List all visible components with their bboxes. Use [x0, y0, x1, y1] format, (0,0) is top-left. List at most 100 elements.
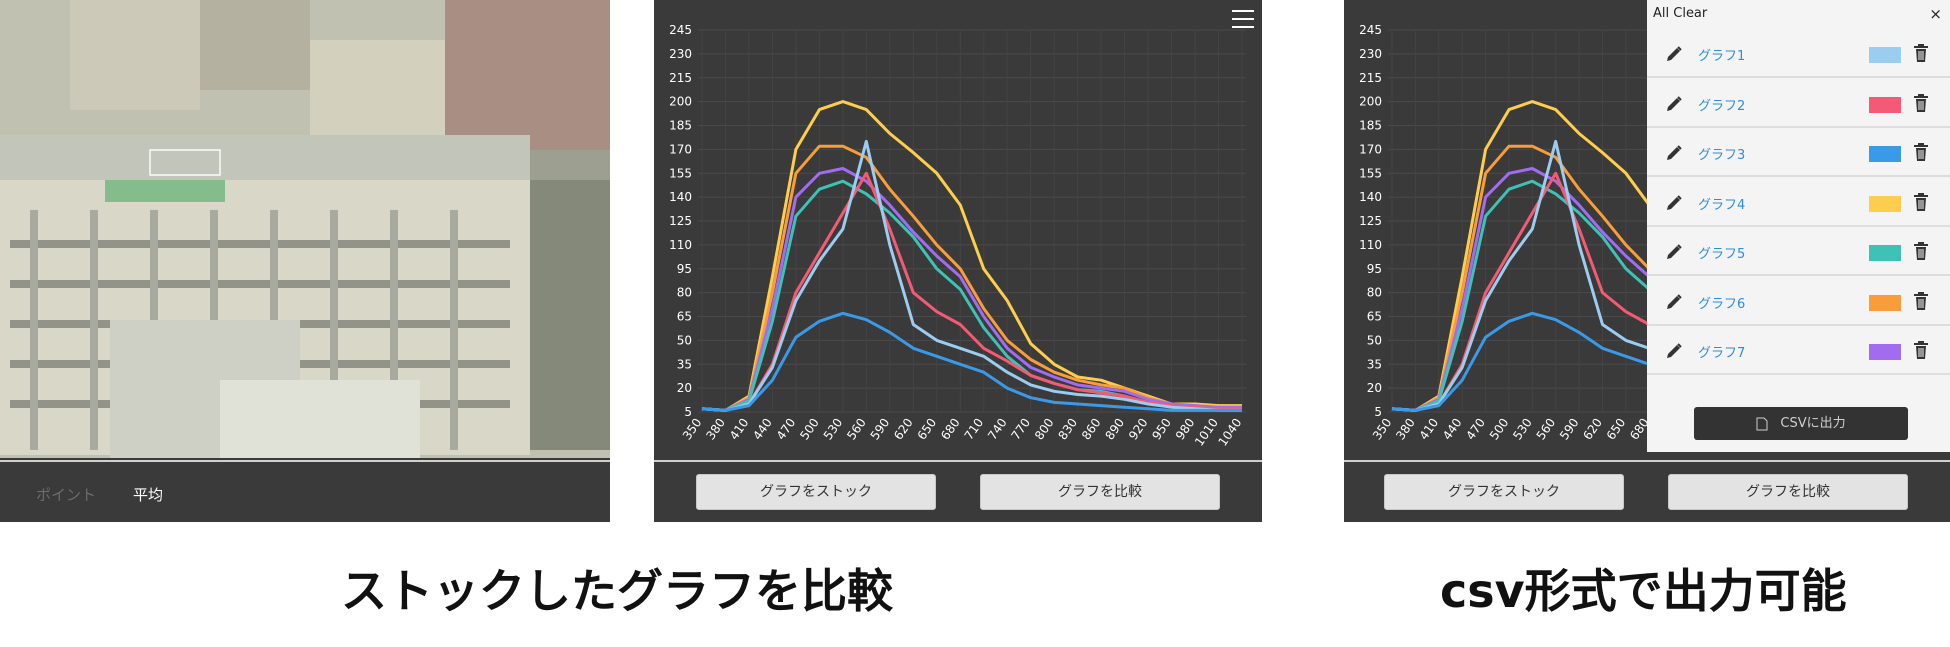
all-clear-button[interactable]: All Clear: [1653, 6, 1708, 21]
y-tick-label: 170: [1359, 142, 1382, 156]
stock-item-name[interactable]: グラフ6: [1698, 296, 1746, 312]
drawer-header: All Clear ×: [1647, 0, 1950, 30]
csv-export-button[interactable]: CSVに出力: [1694, 407, 1908, 440]
compare-graph-button[interactable]: グラフを比較: [1668, 474, 1908, 510]
y-tick-label: 140: [1359, 190, 1382, 204]
y-tick-label: 170: [669, 142, 692, 156]
y-tick-label: 80: [1367, 286, 1382, 300]
trash-icon[interactable]: [1912, 241, 1930, 261]
color-swatch[interactable]: [1869, 245, 1901, 261]
pencil-icon[interactable]: [1664, 242, 1684, 262]
hamburger-menu-icon[interactable]: [1232, 10, 1254, 30]
tab-point[interactable]: ポイント: [36, 486, 97, 504]
trash-icon[interactable]: [1912, 93, 1930, 113]
x-tick-label: 590: [1557, 416, 1582, 443]
y-tick-label: 50: [1367, 333, 1382, 347]
x-tick-label: 560: [1534, 416, 1559, 443]
x-tick-label: 440: [1440, 416, 1465, 443]
series-line: [701, 139, 1242, 412]
y-tick-label: 65: [677, 310, 692, 324]
stock-list-item: グラフ6: [1647, 278, 1950, 326]
stock-item-name[interactable]: グラフ4: [1698, 197, 1746, 213]
y-tick-label: 155: [1359, 166, 1382, 180]
x-tick-label: 890: [1102, 416, 1127, 443]
pencil-icon[interactable]: [1664, 193, 1684, 213]
color-swatch[interactable]: [1869, 146, 1901, 162]
photo-mode-bar: ポイント 平均: [0, 460, 610, 522]
color-swatch[interactable]: [1869, 96, 1901, 113]
stock-list-drawer: All Clear × グラフ1 グラフ2 グラフ3 グラフ4 グラフ5 グラフ6 グラフ7…: [1647, 0, 1950, 452]
trash-icon[interactable]: [1912, 43, 1930, 63]
y-tick-label: 185: [669, 119, 692, 133]
x-tick-label: 1040: [1215, 416, 1244, 449]
y-tick-label: 230: [669, 47, 692, 61]
x-tick-label: 650: [1604, 416, 1629, 443]
close-icon[interactable]: ×: [1929, 5, 1942, 23]
compare-panel: 5 20 35 50 65 80 95 110 125 140 155 170 185 200 215 230…: [1344, 0, 1950, 522]
x-tick-label: 560: [844, 416, 869, 443]
stock-graph-button[interactable]: グラフをストック: [696, 474, 936, 510]
x-tick-label: 830: [1056, 416, 1081, 443]
stock-item-name[interactable]: グラフ7: [1698, 346, 1746, 361]
x-tick-label: 350: [680, 416, 705, 443]
x-tick-label: 470: [774, 416, 799, 443]
y-tick-label: 125: [1359, 214, 1382, 228]
stock-item-name[interactable]: グラフ2: [1698, 98, 1746, 114]
color-swatch[interactable]: [1869, 47, 1901, 63]
color-swatch[interactable]: [1869, 195, 1901, 212]
stock-item-name[interactable]: グラフ5: [1698, 247, 1746, 262]
color-swatch[interactable]: [1869, 344, 1901, 360]
document-icon: [1756, 417, 1768, 430]
x-tick-label: 350: [1370, 416, 1395, 443]
stock-list-item: グラフ5: [1647, 228, 1950, 276]
y-tick-label: 110: [1359, 238, 1382, 252]
chart-panel: 5 20 35 50 65 80 95 110 125 140 155 170 185 200 215 230…: [654, 0, 1262, 522]
y-tick-label: 20: [677, 381, 692, 395]
y-tick-label: 230: [1359, 47, 1382, 61]
y-tick-label: 95: [1367, 262, 1382, 276]
stock-item-name[interactable]: グラフ3: [1698, 148, 1746, 163]
spectrum-chart: 5 20 35 50 65 80 95 110 125 140 155 170 185 200 215 230…: [669, 23, 1246, 449]
x-tick-label: 620: [891, 416, 916, 443]
x-tick-label: 500: [1487, 416, 1512, 443]
x-tick-label: 530: [821, 416, 846, 443]
stock-item-name[interactable]: グラフ1: [1698, 49, 1746, 64]
color-swatch[interactable]: [1869, 294, 1901, 311]
pencil-icon[interactable]: [1664, 44, 1684, 64]
pencil-icon[interactable]: [1664, 94, 1684, 114]
camera-photo[interactable]: [0, 0, 610, 458]
x-tick-label: 470: [1463, 416, 1488, 443]
trash-icon[interactable]: [1912, 291, 1930, 311]
y-tick-label: 215: [1359, 71, 1382, 85]
x-tick-label: 800: [1032, 416, 1057, 443]
compare-graph-button[interactable]: グラフを比較: [980, 474, 1220, 510]
chart-action-bar: グラフをストック グラフを比較: [654, 460, 1262, 522]
x-tick-label: 410: [1417, 416, 1442, 443]
trash-icon[interactable]: [1912, 142, 1930, 162]
y-tick-label: 95: [677, 262, 692, 276]
y-tick-label: 215: [669, 71, 692, 85]
caption-compare: ストックしたグラフを比較: [341, 564, 893, 618]
y-tick-label: 155: [669, 166, 692, 180]
trash-icon[interactable]: [1912, 192, 1930, 212]
y-tick-label: 50: [677, 333, 692, 347]
tab-average[interactable]: 平均: [133, 486, 164, 504]
stock-graph-button[interactable]: グラフをストック: [1384, 474, 1624, 510]
y-tick-label: 65: [1367, 310, 1382, 324]
x-tick-label: 620: [1580, 416, 1605, 443]
y-tick-label: 245: [1359, 23, 1382, 37]
stock-list-item: グラフ2: [1647, 80, 1950, 128]
x-tick-label: 590: [868, 416, 893, 443]
stock-list-item: グラフ1: [1647, 30, 1950, 78]
x-tick-label: 1010: [1192, 416, 1221, 449]
pencil-icon[interactable]: [1664, 292, 1684, 312]
y-tick-label: 20: [1367, 381, 1382, 395]
y-tick-label: 5: [684, 405, 692, 419]
x-tick-label: 500: [797, 416, 822, 443]
pencil-icon[interactable]: [1664, 143, 1684, 163]
selection-rectangle: [149, 149, 221, 176]
trash-icon[interactable]: [1912, 340, 1930, 360]
series-line: [701, 167, 1242, 412]
stock-list-item: グラフ7: [1647, 327, 1950, 375]
pencil-icon[interactable]: [1664, 341, 1684, 361]
